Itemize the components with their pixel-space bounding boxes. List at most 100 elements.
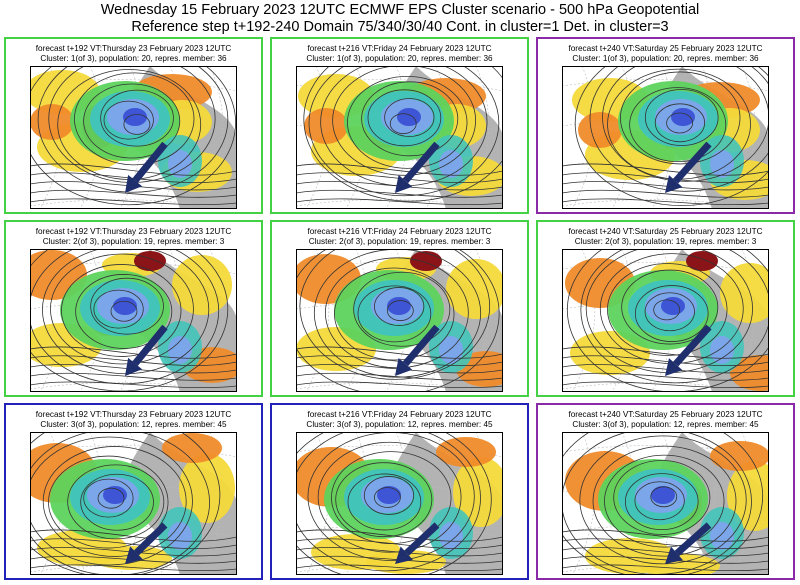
geopotential-contour bbox=[296, 432, 481, 572]
geopotential-contour bbox=[296, 249, 500, 392]
warm-anomaly bbox=[30, 104, 74, 140]
cluster-caption: Cluster: 1(of 3), population: 20, repres… bbox=[40, 54, 227, 63]
cold-core bbox=[651, 486, 675, 504]
geopotential-contour bbox=[357, 285, 432, 343]
flow-arrow-head bbox=[665, 546, 683, 564]
geopotential-contour bbox=[589, 66, 769, 192]
cluster-caption: Cluster: 1(of 3), population: 20, repres… bbox=[572, 54, 759, 63]
cold-core bbox=[671, 108, 695, 126]
cold-core bbox=[661, 297, 685, 315]
geopotential-contour bbox=[624, 473, 699, 531]
geopotential-contour bbox=[363, 476, 415, 515]
cluster-caption: Cluster: 3(of 3), population: 12, repres… bbox=[40, 420, 227, 429]
geopotential-contour bbox=[30, 66, 237, 206]
panel-cluster1-t216: forecast t+216 VT:Friday 24 February 202… bbox=[270, 37, 529, 214]
geopotential-contour bbox=[654, 103, 706, 143]
map-frame bbox=[562, 249, 769, 392]
geopotential-contour bbox=[30, 198, 237, 206]
page-subtitle: Reference step t+192-240 Domain 75/340/3… bbox=[131, 19, 669, 35]
flow-arrow-head bbox=[665, 175, 683, 193]
geopotential-map bbox=[562, 66, 769, 209]
warm-anomaly bbox=[720, 263, 769, 323]
geopotential-contour bbox=[30, 564, 237, 572]
geopotential-contour bbox=[83, 83, 181, 159]
geopotential-contour bbox=[296, 381, 503, 389]
geopotential-contour bbox=[30, 346, 237, 359]
warm-anomaly bbox=[366, 550, 446, 574]
flow-arrow bbox=[134, 522, 168, 556]
geopotential-contour bbox=[562, 372, 769, 381]
map-frame bbox=[296, 249, 503, 392]
geopotential-map bbox=[562, 432, 769, 575]
cluster-caption: Cluster: 3(of 3), population: 12, repres… bbox=[572, 420, 759, 429]
geopotential-contour bbox=[562, 189, 769, 198]
geopotential-contour bbox=[296, 564, 503, 572]
cold-core bbox=[123, 108, 147, 126]
geopotential-map bbox=[296, 249, 503, 392]
geopotential-contour bbox=[562, 432, 764, 575]
geopotential-contour bbox=[562, 355, 769, 367]
geopotential-contour bbox=[30, 372, 237, 381]
geopotential-contour bbox=[30, 381, 237, 389]
geopotential-contour bbox=[613, 460, 711, 535]
geopotential-contour bbox=[30, 432, 221, 575]
flow-arrow bbox=[674, 522, 712, 557]
geopotential-contour bbox=[308, 66, 500, 197]
warm-anomaly bbox=[578, 112, 622, 148]
flow-arrow bbox=[402, 324, 440, 367]
forecast-caption: forecast t+216 VT:Friday 24 February 202… bbox=[307, 44, 492, 53]
geopotential-contour bbox=[607, 263, 728, 356]
geopotential-map bbox=[562, 249, 769, 392]
geopotential-contour bbox=[347, 75, 468, 169]
geopotential-contour bbox=[42, 446, 187, 557]
geopotential-contour bbox=[629, 87, 727, 163]
geopotential-contour bbox=[574, 66, 769, 206]
geopotential-contour bbox=[384, 98, 435, 137]
land-shading bbox=[121, 432, 237, 575]
geopotential-contour bbox=[317, 441, 462, 553]
geopotential-contour bbox=[634, 285, 709, 342]
geopotential-contour bbox=[296, 172, 503, 184]
geopotential-contour bbox=[666, 112, 694, 134]
geopotential-contour bbox=[296, 538, 503, 550]
geopotential-contour bbox=[389, 113, 417, 135]
geopotential-contour bbox=[30, 432, 210, 575]
geopotential-contour bbox=[303, 66, 503, 202]
map-frame bbox=[296, 432, 503, 575]
panel-cluster3-t192: forecast t+192 VT:Thursday 23 February 2… bbox=[4, 403, 263, 580]
forecast-caption: forecast t+192 VT:Thursday 23 February 2… bbox=[35, 44, 232, 53]
geopotential-contour bbox=[367, 89, 442, 147]
flow-arrow bbox=[132, 324, 168, 366]
geopotential-contour bbox=[386, 300, 414, 321]
geopotential-contour bbox=[562, 163, 769, 176]
panel-cluster3-t216: forecast t+216 VT:Friday 24 February 202… bbox=[270, 403, 529, 580]
page-title: Wednesday 15 February 2023 12UTC ECMWF E… bbox=[100, 2, 700, 18]
geopotential-contour bbox=[296, 547, 503, 557]
flow-arrow-head bbox=[665, 358, 683, 376]
panel-cluster2-t192: forecast t+192 VT:Thursday 23 February 2… bbox=[4, 220, 263, 397]
geopotential-contour bbox=[332, 66, 476, 176]
geopotential-contour bbox=[562, 529, 769, 542]
geopotential-contour bbox=[37, 66, 229, 193]
panel-cluster3-t240: forecast t+240 VT:Saturday 25 February 2… bbox=[536, 403, 795, 580]
warm-anomaly bbox=[727, 461, 769, 531]
geopotential-contour bbox=[562, 547, 769, 557]
flow-arrow bbox=[673, 324, 712, 367]
geopotential-contour bbox=[634, 481, 685, 521]
geopotential-map bbox=[30, 432, 237, 575]
forecast-caption: forecast t+240 VT:Saturday 25 February 2… bbox=[568, 227, 763, 236]
geopotential-contour bbox=[48, 455, 169, 549]
geopotential-contour bbox=[123, 113, 151, 135]
forecast-caption: forecast t+216 VT:Friday 24 February 202… bbox=[307, 410, 492, 419]
geopotential-contour bbox=[296, 163, 503, 176]
flow-arrow bbox=[132, 141, 168, 183]
panel-cluster1-t192: forecast t+192 VT:Thursday 23 February 2… bbox=[4, 37, 263, 214]
geopotential-contour bbox=[580, 249, 769, 384]
cluster-caption: Cluster: 2(of 3), population: 19, repres… bbox=[574, 237, 757, 246]
geopotential-contour bbox=[50, 253, 194, 365]
geopotential-map bbox=[296, 432, 503, 575]
geopotential-contour bbox=[30, 163, 237, 176]
geopotential-contour bbox=[100, 89, 174, 147]
map-frame bbox=[30, 249, 237, 392]
forecast-caption: forecast t+192 VT:Thursday 23 February 2… bbox=[35, 410, 232, 419]
